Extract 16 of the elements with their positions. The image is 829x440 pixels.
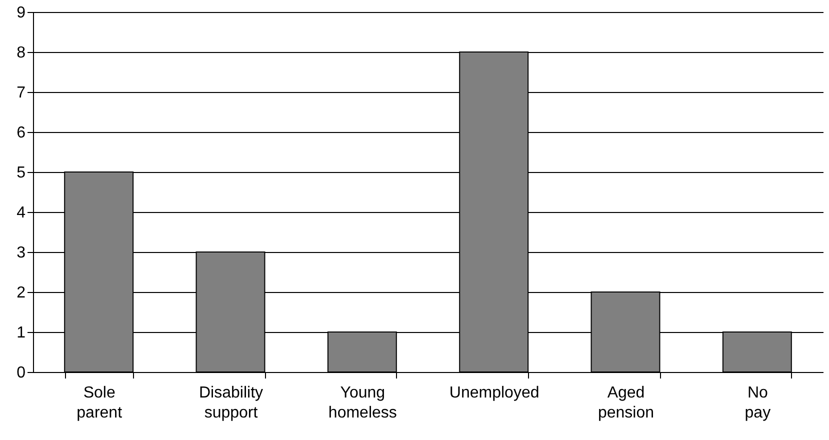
y-tick-label: 2: [16, 284, 26, 302]
y-tick-label: 3: [16, 244, 26, 262]
y-tick-label: 4: [16, 204, 26, 222]
x-tick-label: Unemployed: [449, 384, 540, 402]
x-tick-label: No pay: [744, 384, 771, 422]
y-tick-label: 8: [16, 44, 26, 62]
y-tick-label: 0: [16, 364, 26, 382]
x-tick-label: Sole parent: [76, 384, 123, 422]
x-tick-label: Young homeless: [328, 384, 397, 422]
y-tick-label: 1: [16, 324, 26, 342]
y-tick-label: 9: [16, 4, 26, 22]
y-tick-label: 6: [16, 124, 26, 142]
y-tick-label: 7: [16, 84, 26, 102]
y-tick-label: 5: [16, 164, 26, 182]
x-tick-label: Aged pension: [598, 384, 654, 422]
x-tick-label: Disability support: [198, 384, 264, 422]
